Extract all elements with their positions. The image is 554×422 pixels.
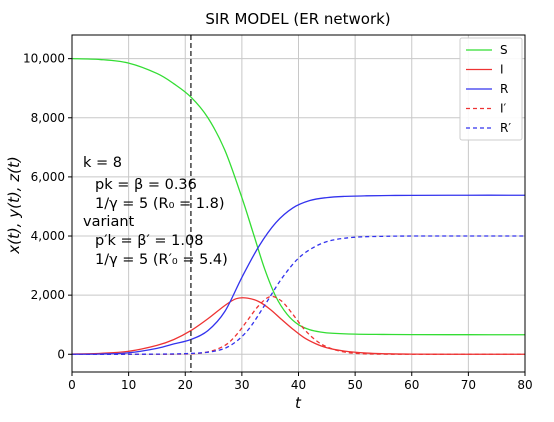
series-line-3: [72, 194, 525, 355]
grid-lines: [71, 35, 526, 372]
x-tick-label: 0: [68, 378, 76, 392]
y-axis-label: x(t), y(t), z(t): [5, 156, 23, 254]
chart-title: SIR MODEL (ER network): [205, 10, 390, 28]
x-tick-label: 60: [404, 378, 419, 392]
y-tick-label: 2,000: [31, 288, 65, 302]
y-tick-label: 0: [57, 347, 65, 361]
legend-label-2: I: [500, 63, 504, 77]
x-tick-label: 30: [234, 378, 249, 392]
x-axis-label: t: [295, 394, 302, 412]
x-tick-label: 70: [461, 378, 476, 392]
x-tick-label: 50: [347, 378, 362, 392]
y-tick-label: 8,000: [31, 111, 65, 125]
series-line-5: [72, 235, 525, 355]
annotation-pk: pk = β = 0.36: [95, 177, 197, 193]
annotation-k: k = 8: [83, 155, 122, 171]
y-tick-label: 6,000: [31, 170, 65, 184]
legend-label-1: S: [500, 43, 508, 57]
y-tick-label: 4,000: [31, 229, 65, 243]
legend-label-3: R: [500, 82, 508, 96]
x-tick-label: 20: [178, 378, 193, 392]
series-group: [72, 58, 525, 355]
annotation-pk2: p′k = β′ = 1.08: [95, 233, 203, 249]
y-tick-label: 10,000: [23, 52, 65, 66]
annotation-gamma: 1/γ = 5 (R₀ = 1.8): [95, 196, 225, 212]
x-tick-label: 40: [291, 378, 306, 392]
annotation-variant: variant: [83, 214, 135, 230]
legend-label-5: R′: [500, 121, 511, 135]
series-line-1: [72, 58, 525, 336]
legend-label-4: I′: [500, 102, 507, 116]
x-tick-label: 10: [121, 378, 136, 392]
annotation-gamma2: 1/γ = 5 (R′₀ = 5.4): [95, 252, 228, 268]
x-tick-label: 80: [517, 378, 532, 392]
